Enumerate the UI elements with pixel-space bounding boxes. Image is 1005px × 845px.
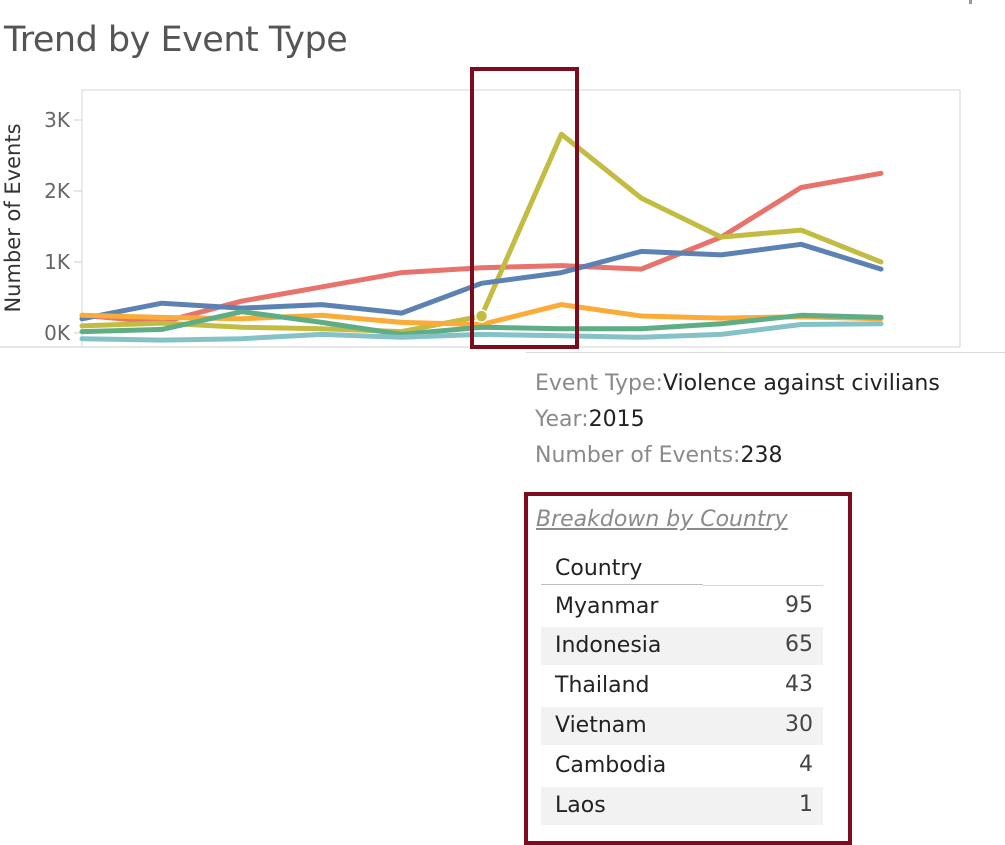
highlight-box-table — [524, 492, 852, 845]
table-row[interactable]: Cambodia 4 — [541, 747, 823, 785]
corner-mark — [969, 0, 972, 4]
table-row[interactable]: Vietnam 30 — [541, 707, 823, 745]
y-ticks: 0K 1K 2K 3K — [44, 108, 82, 345]
country-count: 30 — [785, 712, 813, 737]
highlighted-point[interactable] — [474, 309, 489, 323]
tooltip-events-value: 238 — [740, 443, 783, 468]
tooltip-year: Year:2015 — [535, 407, 645, 432]
series-line[interactable] — [79, 241, 884, 322]
tooltip-events: Number of Events:238 — [535, 443, 782, 468]
series-line[interactable] — [79, 321, 884, 343]
line-chart[interactable]: Number of Events 0K 1K 2K 3K — [0, 0, 1005, 360]
tooltip-events-key: Number of Events: — [535, 443, 741, 468]
table-row[interactable]: Thailand 43 — [541, 667, 823, 705]
series-lines — [79, 131, 884, 343]
y-tick-label: 3K — [44, 108, 71, 132]
country-count: 43 — [785, 672, 813, 697]
table-row[interactable]: Myanmar 95 — [541, 588, 823, 626]
tooltip — [526, 352, 1005, 826]
country-name: Vietnam — [555, 713, 647, 738]
country-name: Cambodia — [555, 753, 667, 778]
country-count: 95 — [785, 593, 813, 618]
tooltip-event-type: Event Type:Violence against civilians — [535, 371, 940, 396]
tooltip-year-key: Year: — [535, 407, 589, 432]
highlight-box-chart — [470, 67, 579, 349]
y-axis-label: Number of Events — [1, 123, 25, 312]
series-line[interactable] — [79, 309, 884, 337]
chart-title: Trend by Event Type — [4, 20, 348, 60]
header-rule-secondary — [703, 585, 823, 586]
country-name: Thailand — [555, 673, 650, 698]
tooltip-event-type-value: Violence against civilians — [662, 371, 940, 396]
table-row[interactable]: Indonesia 65 — [541, 627, 823, 665]
tooltip-event-type-key: Event Type: — [535, 371, 663, 396]
country-column-header[interactable]: Country — [555, 556, 643, 581]
country-name: Indonesia — [555, 633, 662, 658]
y-tick-label: 1K — [44, 250, 71, 274]
country-count: 1 — [799, 792, 813, 817]
country-name: Laos — [555, 793, 606, 818]
country-count: 65 — [785, 632, 813, 657]
table-row[interactable]: Laos 1 — [541, 787, 823, 825]
tooltip-year-value: 2015 — [588, 407, 645, 432]
y-tick-label: 0K — [44, 321, 71, 345]
y-tick-label: 2K — [44, 179, 71, 203]
country-count: 4 — [799, 752, 813, 777]
header-rule — [541, 584, 703, 585]
breakdown-title-link[interactable]: Breakdown by Country — [536, 507, 788, 532]
country-name: Myanmar — [555, 594, 659, 619]
